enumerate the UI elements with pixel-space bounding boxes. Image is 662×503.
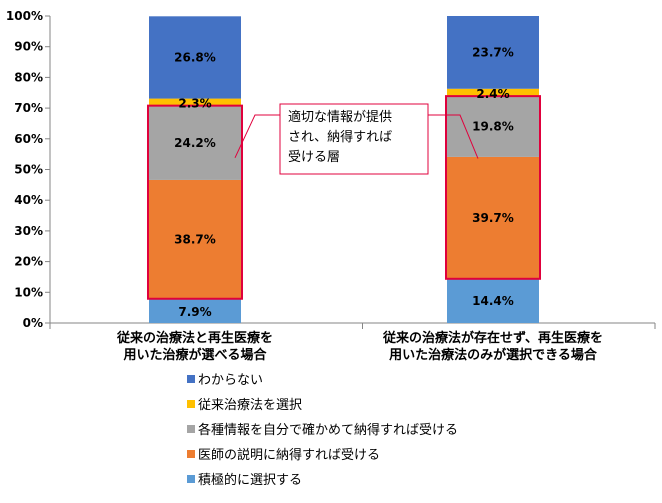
- data-label: 2.4%: [476, 87, 509, 101]
- legend-label: 各種情報を自分で確かめて納得すれば受ける: [198, 422, 458, 438]
- highlight-boxes: [147, 95, 541, 300]
- x-category-label-line: 用いた治療法のみが選択できる場合: [388, 347, 598, 363]
- data-label: 38.7%: [174, 232, 216, 246]
- bars: [149, 16, 539, 323]
- legend-swatch: [187, 425, 195, 433]
- data-label: 23.7%: [472, 45, 514, 59]
- y-tick-label: 20%: [14, 255, 43, 269]
- legend-swatch: [187, 450, 195, 458]
- data-label: 39.7%: [472, 211, 514, 225]
- legend-label: 医師の説明に納得すれば受ける: [198, 447, 380, 463]
- y-tick-label: 60%: [14, 132, 43, 146]
- data-label: 19.8%: [472, 120, 514, 134]
- axes: 0% 10% 20% 30% 40% 50% 60% 70% 80% 90% 100% 従来の治療法と…: [6, 9, 656, 363]
- legend: わからない従来治療法を選択各種情報を自分で確かめて納得すれば受ける医師の説明に納…: [187, 373, 458, 488]
- x-category-label-line: 従来の治療法が存在せず、再生医療を: [382, 330, 603, 346]
- data-label: 2.3%: [178, 97, 211, 111]
- x-category-label: 従来の治療法と再生医療を用いた治療が選べる場合: [116, 330, 273, 363]
- highlight-box: [147, 104, 243, 300]
- callout-text: 適切な情報が提供され、納得すれば受ける層: [288, 109, 392, 165]
- callout-leader-left: [234, 114, 280, 159]
- y-tick-label: 10%: [14, 285, 43, 299]
- bar-segment: [447, 16, 539, 89]
- legend-swatch: [187, 475, 195, 483]
- callout-box: [279, 103, 429, 175]
- callout-text-line: 受ける層: [288, 150, 340, 165]
- bar-segment: [149, 98, 241, 106]
- y-tick-label: 80%: [14, 70, 43, 84]
- legend-label: わからない: [198, 373, 263, 388]
- legend-label: 従来治療法を選択: [198, 398, 302, 413]
- data-label: 7.9%: [178, 305, 211, 319]
- legend-swatch: [187, 375, 195, 383]
- bar-segment: [149, 105, 241, 180]
- bar-segment: [447, 278, 539, 323]
- y-tick-label: 100%: [6, 9, 43, 23]
- y-tick-label: 70%: [14, 101, 43, 115]
- x-category-label-line: 用いた治療が選べる場合: [122, 347, 267, 363]
- bar-segment: [149, 16, 241, 99]
- bar-segment: [447, 156, 539, 279]
- x-category-label: 従来の治療法が存在せず、再生医療を用いた治療法のみが選択できる場合: [382, 330, 603, 363]
- legend-label: 積極的に選択する: [198, 472, 302, 488]
- callout-leader-right: [428, 114, 479, 159]
- x-category-label-line: 従来の治療法と再生医療を: [116, 330, 273, 346]
- callout-text-line: され、納得すれば: [288, 129, 392, 145]
- bar-segment: [149, 298, 241, 323]
- data-label: 24.2%: [174, 136, 216, 150]
- y-tick-label: 40%: [14, 193, 43, 207]
- highlight-box: [445, 95, 541, 280]
- callout-annotation: 適切な情報が提供され、納得すれば受ける層: [234, 103, 479, 175]
- data-label: 26.8%: [174, 50, 216, 64]
- callout-text-line: 適切な情報が提供: [288, 109, 392, 125]
- data-label: 14.4%: [472, 294, 514, 308]
- y-tick-label: 0%: [23, 316, 43, 330]
- legend-swatch: [187, 400, 195, 408]
- data-labels: 7.9% 38.7% 24.2% 2.3% 26.8% 14.4% 39.7% 19.8% 2.…: [174, 45, 514, 318]
- bar-segment: [149, 179, 241, 299]
- bar-segment: [447, 96, 539, 157]
- y-tick-label: 50%: [14, 163, 43, 177]
- y-tick-label: 90%: [14, 40, 43, 54]
- y-tick-label: 30%: [14, 224, 43, 238]
- bar-segment: [447, 88, 539, 97]
